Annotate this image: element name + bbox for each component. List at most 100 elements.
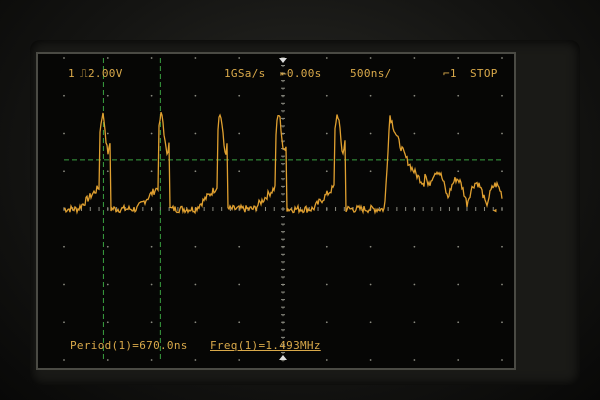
- channel-number: 1: [68, 67, 75, 80]
- grid-dot: [501, 132, 503, 135]
- grid-tick: [440, 207, 442, 211]
- center-line-dot: [282, 201, 284, 203]
- grid-tick: [448, 207, 450, 211]
- grid-tick: [378, 207, 380, 211]
- freq-measurement: Freq(1)=1.493MHz: [210, 339, 321, 352]
- grid-tick: [107, 207, 109, 211]
- grid-tick: [203, 207, 205, 211]
- grid-dot: [501, 283, 503, 286]
- grid-tick: [273, 207, 275, 211]
- grid-dot: [457, 132, 460, 135]
- timebase-readout: 500ns/: [350, 67, 392, 80]
- grid-dot: [194, 283, 197, 286]
- grid-tick: [405, 207, 407, 211]
- grid-dot: [413, 245, 416, 248]
- center-line-dot: [282, 103, 284, 105]
- channel-ground-marker: ◂: [492, 206, 497, 216]
- grid-dot: [369, 57, 372, 59]
- center-line-dot: [282, 156, 284, 158]
- center-line-dot: [282, 329, 284, 332]
- grid-tick: [483, 207, 485, 211]
- grid-dot: [501, 57, 503, 59]
- center-line-dot: [282, 337, 284, 339]
- grid-dot: [501, 245, 503, 248]
- center-line-dot: [282, 125, 284, 128]
- grid-dot: [325, 283, 328, 286]
- period-measurement: Period(1)=670.0ns: [70, 339, 188, 352]
- grid-dot: [457, 245, 460, 248]
- grid-dot: [106, 283, 109, 286]
- grid-dot: [369, 132, 372, 135]
- grid-dot: [106, 359, 109, 361]
- grid-dot: [194, 57, 197, 59]
- center-line-dot: [282, 88, 284, 90]
- grid-tick: [335, 207, 337, 211]
- grid-tick: [177, 207, 179, 211]
- center-line-dot: [282, 141, 284, 143]
- center-line-dot: [282, 80, 284, 83]
- grid-dot: [150, 94, 153, 97]
- center-line-dot: [282, 261, 284, 264]
- grid-dot: [501, 170, 503, 173]
- grid-tick: [300, 207, 302, 211]
- grid-tick: [466, 207, 468, 211]
- center-line-dot: [282, 269, 284, 271]
- grid-dot: [106, 245, 109, 248]
- grid-dot: [150, 321, 153, 324]
- grid-tick: [317, 207, 319, 211]
- center-line-dot: [282, 254, 284, 256]
- grid-dot: [63, 245, 65, 248]
- grid-tick: [116, 207, 118, 211]
- grid-dot: [501, 359, 503, 361]
- trigger-position-marker: [279, 58, 287, 63]
- center-line-dot: [282, 186, 284, 188]
- grid-dot: [413, 94, 416, 97]
- grid-dot: [238, 359, 241, 361]
- grid-dot: [238, 132, 241, 135]
- center-line-dot: [282, 276, 284, 279]
- center-line-dot: [282, 292, 284, 294]
- grid-dot: [238, 245, 241, 248]
- grid-dot: [106, 321, 109, 324]
- grid-tick: [457, 207, 459, 211]
- center-line-dot: [282, 231, 284, 234]
- center-line-dot: [282, 360, 284, 362]
- grid-tick: [431, 207, 433, 211]
- center-line-dot: [282, 163, 284, 166]
- grid-dot: [369, 283, 372, 286]
- grid-tick: [168, 207, 170, 211]
- grid-dot: [150, 359, 153, 361]
- grid-dot: [325, 94, 328, 97]
- center-line-dot: [282, 299, 284, 302]
- grid-dot: [194, 170, 197, 173]
- grid-dot: [106, 57, 109, 59]
- grid-tick: [413, 207, 415, 211]
- grid-tick: [422, 207, 424, 211]
- waveform-trace: [63, 111, 503, 215]
- grid-dot: [63, 94, 65, 97]
- grid-dot: [457, 359, 460, 361]
- grid-tick: [387, 207, 389, 211]
- center-line-dot: [282, 95, 284, 98]
- grid-dot: [194, 94, 197, 97]
- delay-readout: ⇤0.00s: [280, 67, 322, 80]
- grid-tick: [238, 207, 240, 211]
- grid-dot: [501, 321, 503, 324]
- trigger-indicator: ⌐1: [443, 67, 457, 80]
- grid-dot: [369, 245, 372, 248]
- grid-tick: [343, 207, 345, 211]
- grid-dot: [325, 132, 328, 135]
- grid-tick: [501, 207, 503, 211]
- center-line-dot: [282, 284, 284, 286]
- grid-tick: [212, 207, 214, 211]
- grid-dot: [369, 359, 372, 361]
- center-line-dot: [282, 171, 284, 173]
- grid-dot: [413, 283, 416, 286]
- grid-dot: [325, 245, 328, 248]
- grid-dot: [194, 359, 197, 361]
- grid-dot: [194, 245, 197, 248]
- grid-tick: [475, 207, 477, 211]
- grid-tick: [151, 207, 153, 211]
- center-line-dot: [282, 314, 284, 317]
